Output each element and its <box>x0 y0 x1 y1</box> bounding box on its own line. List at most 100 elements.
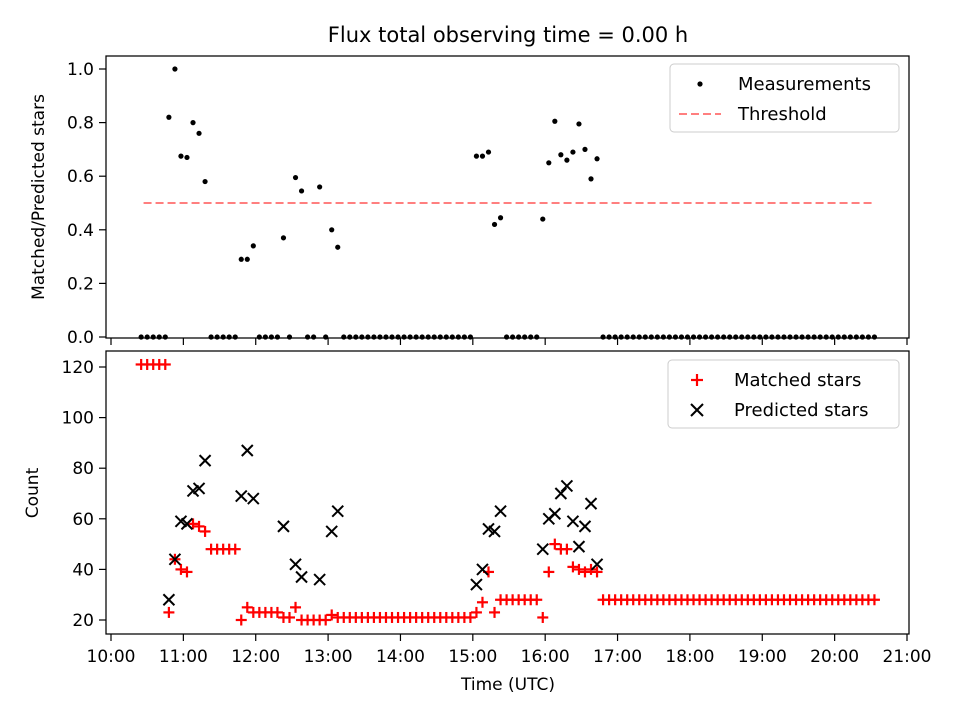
count-y-tick-label: 80 <box>72 459 94 479</box>
legend-matched-label: Matched stars <box>734 370 861 391</box>
predicted-star-point <box>192 482 206 495</box>
predicted-star-point <box>548 507 562 520</box>
predicted-star-point <box>325 525 338 538</box>
predicted-star-point <box>241 444 254 457</box>
measurement-point <box>413 334 419 340</box>
x-axis-label: Time (UTC) <box>460 675 555 695</box>
measurement-point <box>178 153 184 159</box>
count-panel-marks <box>135 358 880 626</box>
predicted-star-point <box>572 540 586 553</box>
measurement-point <box>570 149 576 155</box>
measurement-point <box>256 334 262 340</box>
ratio-legend-box <box>669 63 900 133</box>
legend-threshold-label: Threshold <box>737 104 827 125</box>
predicted-star-point <box>584 497 598 510</box>
measurement-point <box>510 334 516 340</box>
measurement-point <box>335 244 341 250</box>
predicted-star-point <box>235 489 248 503</box>
measurement-point <box>425 334 431 340</box>
measurement-point <box>793 334 799 340</box>
legend-measurements-label: Measurements <box>738 74 871 95</box>
measurement-point <box>516 334 522 340</box>
measurement-point <box>835 334 841 340</box>
measurement-point <box>702 334 709 340</box>
measurement-point <box>817 334 823 340</box>
measurement-point <box>745 334 751 340</box>
measurement-point <box>847 334 853 340</box>
measurement-point <box>395 334 401 340</box>
matched-star-point <box>163 606 175 618</box>
measurement-point <box>648 334 654 340</box>
x-tick-label: 18:00 <box>665 647 714 667</box>
measurement-point <box>546 160 552 166</box>
matched-star-point <box>175 563 187 575</box>
measurement-point <box>606 334 612 340</box>
legend-predicted-label: Predicted stars <box>734 400 868 421</box>
matched-star-point <box>531 594 543 606</box>
ratio-panel: 0.0 0.2 0.4 0.6 0.8 1.0 Matched/Predicted sta… <box>29 55 910 348</box>
measurement-point <box>805 334 811 340</box>
legend-predicted-marker <box>690 403 704 417</box>
matched-star-point <box>537 611 549 623</box>
x-tick-label: 12:00 <box>231 647 280 667</box>
matched-star-point <box>235 614 247 626</box>
predicted-star-point <box>277 520 290 533</box>
measurement-point <box>431 334 437 340</box>
measurement-point <box>443 334 449 340</box>
matched-star-point <box>591 566 603 578</box>
measurement-point <box>600 334 606 340</box>
matched-star-point <box>159 358 171 370</box>
measurement-point <box>733 334 739 340</box>
measurement-point <box>377 334 383 340</box>
measurement-point <box>437 334 443 340</box>
matched-star-point <box>561 543 573 555</box>
measurement-point <box>672 334 679 340</box>
ratio-y-tick-label: 0.6 <box>67 167 94 187</box>
measurement-point <box>485 149 492 155</box>
measurement-point <box>292 174 299 181</box>
measurement-point <box>274 334 281 340</box>
predicted-star-point <box>168 553 182 566</box>
measurement-point <box>479 153 486 159</box>
predicted-star-point <box>554 487 568 500</box>
measurement-point <box>709 334 715 340</box>
measurement-point <box>799 334 805 340</box>
measurement-point <box>787 334 793 340</box>
count-y-tick-label: 60 <box>72 510 94 530</box>
ratio-panel-axes: 0.0 0.2 0.4 0.6 0.8 1.0 <box>67 60 908 348</box>
predicted-star-point <box>566 515 580 528</box>
measurement-point <box>739 334 745 340</box>
matched-star-point <box>271 606 283 618</box>
measurement-point <box>220 334 226 340</box>
predicted-star-point <box>494 505 507 518</box>
predicted-star-point <box>313 573 326 586</box>
matched-star-point <box>187 518 199 530</box>
count-panel-axes: 20 40 60 80 100 120 10:00 11:00 12:00 13:00 14:00 1… <box>62 358 932 667</box>
x-tick-label: 15:00 <box>448 647 497 667</box>
measurement-point <box>138 334 144 340</box>
matched-star-point <box>283 611 295 623</box>
measurement-point <box>329 227 335 233</box>
measurement-point <box>359 334 365 340</box>
measurement-point <box>690 334 697 340</box>
measurement-point <box>618 334 624 340</box>
predicted-star-point <box>476 563 489 576</box>
predicted-star-point <box>590 558 604 571</box>
measurement-point <box>558 152 564 158</box>
measurement-point <box>757 334 763 340</box>
measurement-point <box>534 334 540 340</box>
matched-star-point <box>326 609 338 621</box>
measurement-point <box>162 334 168 340</box>
measurement-point <box>150 334 156 340</box>
measurement-point <box>715 334 721 340</box>
predicted-star-point <box>536 542 549 556</box>
measurement-point <box>196 130 202 136</box>
measurement-point <box>166 114 172 120</box>
matched-star-point <box>489 606 501 618</box>
measurement-point <box>853 334 859 340</box>
measurement-point <box>684 334 691 340</box>
predicted-star-point <box>331 505 344 518</box>
measurement-point <box>696 334 703 340</box>
measurement-point <box>829 334 835 340</box>
measurement-point <box>564 157 570 163</box>
